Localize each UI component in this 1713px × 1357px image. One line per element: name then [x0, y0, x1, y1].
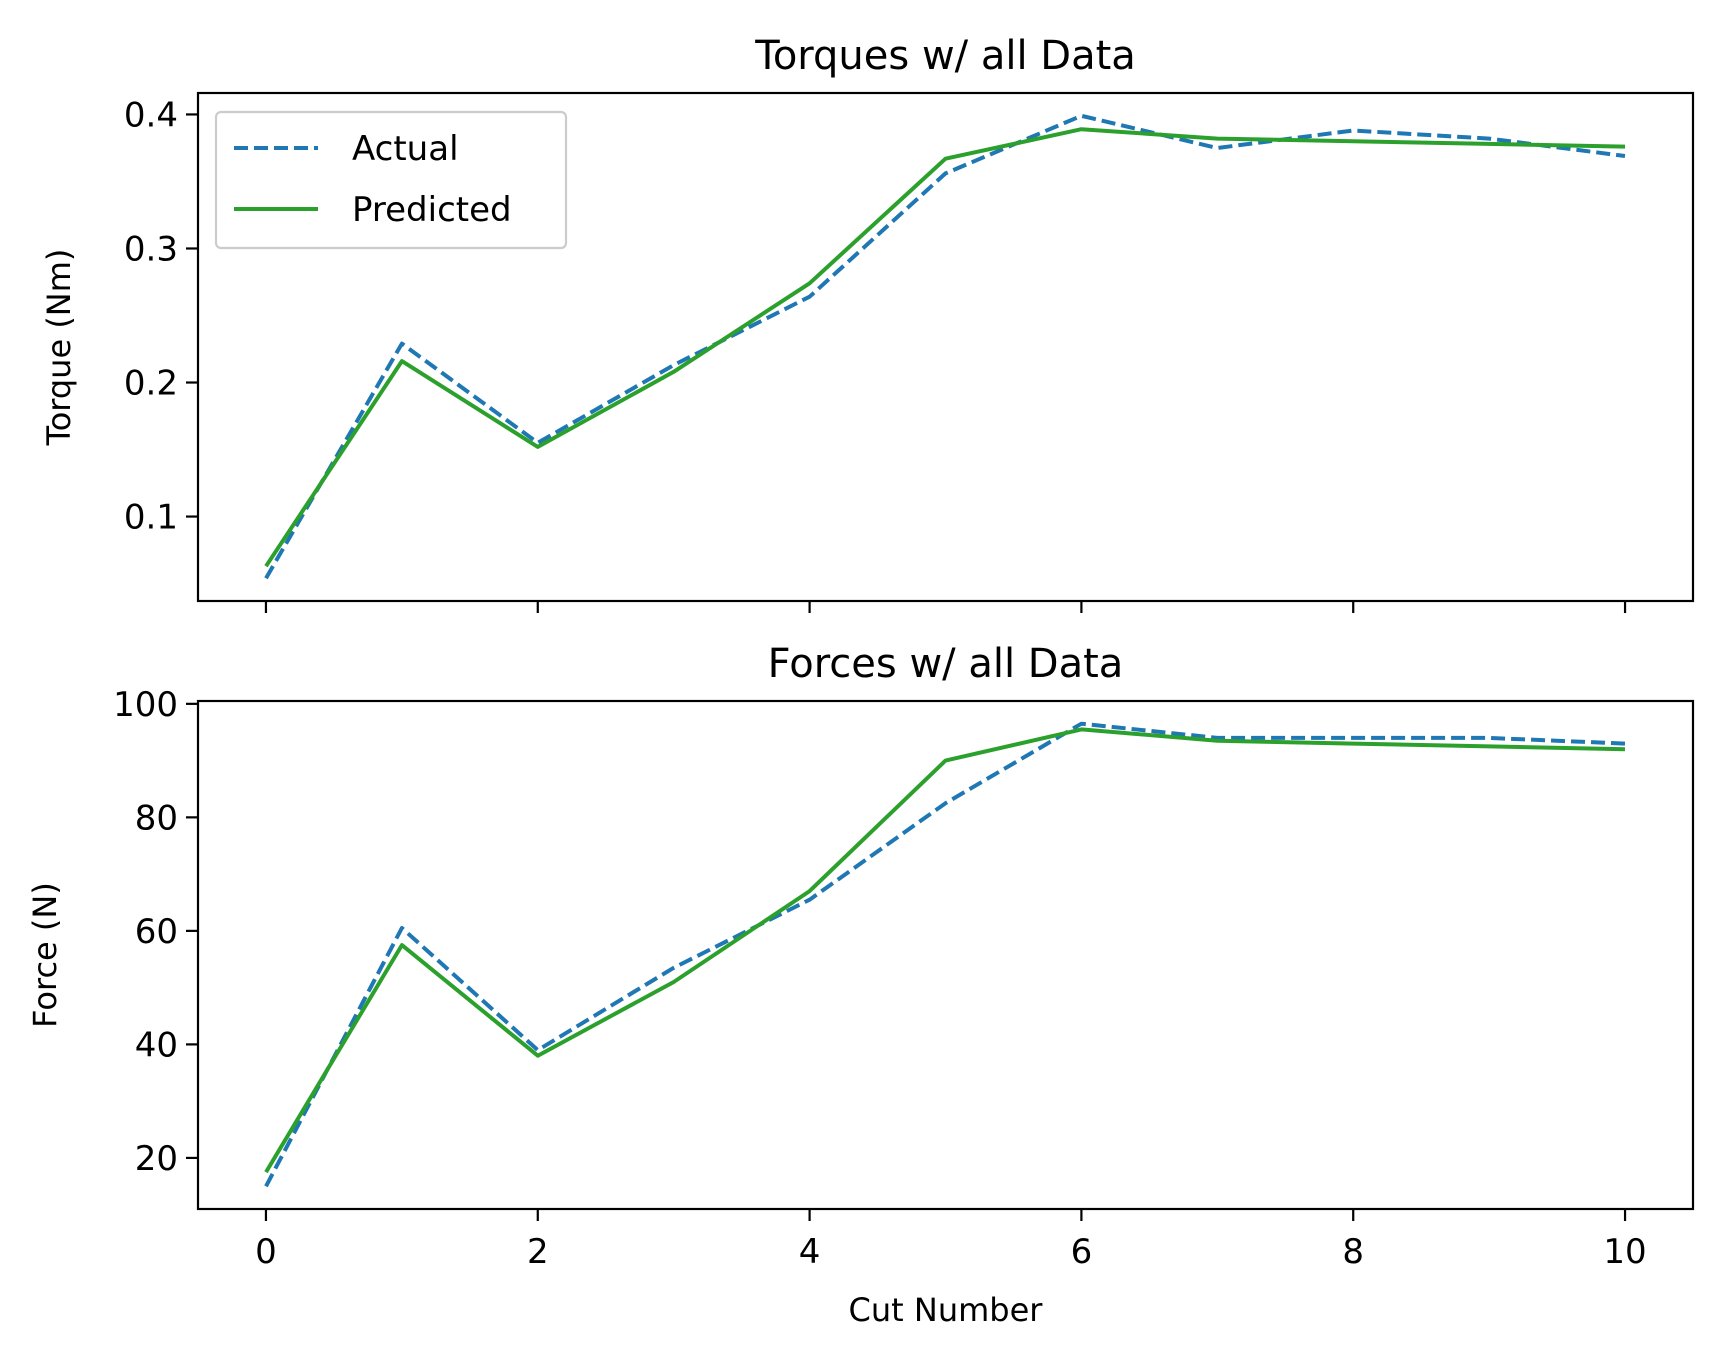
chart-title: Forces w/ all Data: [768, 641, 1124, 687]
x-tick-label: 2: [527, 1232, 549, 1272]
x-tick-label: 4: [799, 1232, 821, 1272]
x-tick-label: 6: [1071, 1232, 1093, 1272]
chart-panel-2: 0 2 4 6 8 10 20 40 60 80 100 Forces w/ all Data Forc…: [26, 641, 1695, 1329]
x-tick-label: 0: [255, 1232, 277, 1272]
series-line-actual: [264, 113, 1626, 580]
y-tick-label: 20: [135, 1139, 178, 1179]
x-tick-label: 10: [1603, 1232, 1646, 1272]
plot-frame: [196, 699, 1695, 1211]
y-tick-label: 100: [113, 685, 178, 725]
y-tick-label: 80: [135, 798, 178, 838]
series-line-predicted: [264, 127, 1626, 568]
x-tick-label: 8: [1342, 1232, 1364, 1272]
y-tick-label: 40: [135, 1025, 178, 1065]
y-tick-label: 0.4: [124, 95, 178, 135]
y-tick-label: 0.2: [124, 364, 178, 404]
legend-label-actual: Actual: [352, 129, 459, 169]
series-line-actual: [264, 721, 1626, 1188]
y-tick-label: 0.3: [124, 229, 178, 269]
chart-panel-1: 0.1 0.2 0.3 0.4 Torques w/ all Data Torque (N…: [40, 33, 1695, 613]
y-axis-label: Force (N): [26, 882, 64, 1028]
plot-frame: [196, 91, 1695, 603]
x-axis-label: Cut Number: [849, 1291, 1044, 1329]
legend-label-predicted: Predicted: [352, 190, 512, 230]
y-tick-label: 60: [135, 912, 178, 952]
series-line-predicted: [264, 727, 1626, 1174]
y-axis-label: Torque (Nm): [40, 249, 78, 447]
y-tick-label: 0.1: [124, 498, 178, 538]
chart-title: Torques w/ all Data: [754, 33, 1136, 79]
legend: Actual Predicted: [214, 110, 568, 250]
